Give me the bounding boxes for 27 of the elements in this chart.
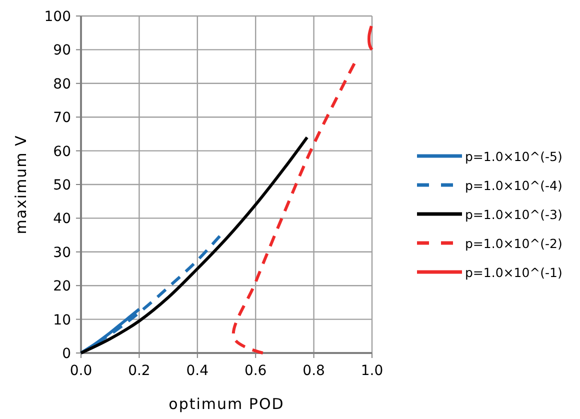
line-series <box>232 62 356 354</box>
y-tick-label: 30 <box>53 244 71 261</box>
y-tick-label: 70 <box>53 110 71 126</box>
legend-label: p=1.0×10^(-3) <box>465 207 562 222</box>
x-tick-label: 0.4 <box>186 363 209 379</box>
line-series <box>368 24 374 52</box>
y-tick-label: 0 <box>62 346 71 362</box>
legend-label: p=1.0×10^(-1) <box>465 265 562 280</box>
y-tick-label: 100 <box>44 9 71 25</box>
y-tick-label: 60 <box>53 144 71 160</box>
legend-label: p=1.0×10^(-5) <box>465 149 562 164</box>
legend-label: p=1.0×10^(-4) <box>465 178 562 193</box>
y-tick-label: 10 <box>53 312 71 328</box>
x-tick-label: 0.0 <box>70 363 92 379</box>
y-axis-title: maximum V <box>12 134 30 234</box>
x-tick-label: 0.2 <box>128 363 150 379</box>
line-series <box>80 136 309 354</box>
y-tick-label: 80 <box>53 76 71 92</box>
x-tick-label: 0.8 <box>302 363 325 379</box>
y-tick-label: 40 <box>53 211 71 228</box>
y-tick-label: 50 <box>53 178 71 194</box>
x-axis-title: optimum POD <box>168 395 284 413</box>
y-tick-label: 20 <box>53 278 71 295</box>
y-tick-label: 90 <box>53 42 71 59</box>
legend-label: p=1.0×10^(-2) <box>465 236 562 251</box>
x-tick-label: 0.6 <box>244 363 267 379</box>
x-tick-label: 1.0 <box>360 363 384 379</box>
